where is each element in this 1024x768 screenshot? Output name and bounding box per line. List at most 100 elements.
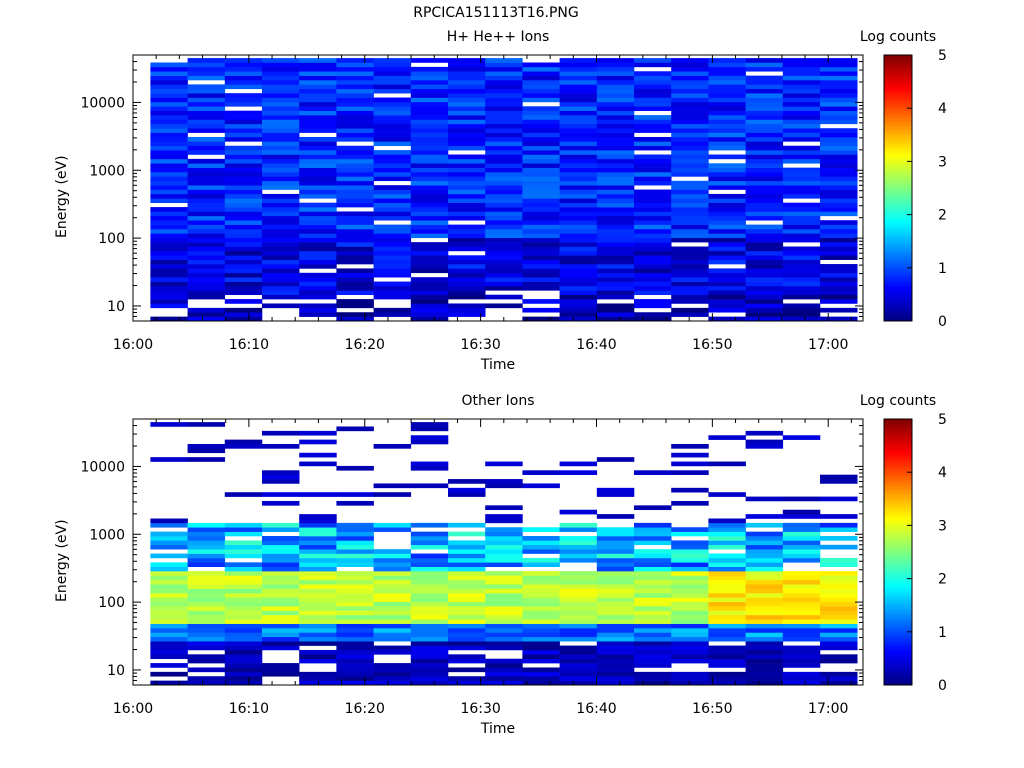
heatmap-cell [373,119,412,125]
heatmap-cell [187,636,226,642]
heatmap-cell [634,619,672,624]
heatmap-cell [820,255,858,260]
heatmap-cell [522,628,560,633]
heatmap-cell [522,676,560,681]
heatmap-cell [410,671,449,677]
heatmap-cell [150,649,188,655]
heatmap-cell [671,180,709,186]
colorbar-segment [884,245,912,249]
heatmap-cell [634,268,672,274]
colorbar-segment [884,125,912,129]
heatmap-cell [299,614,337,620]
heatmap-cell [150,80,188,85]
heatmap-cell [336,176,374,182]
heatmap-cell [150,562,188,567]
colorbar-segment [884,558,912,562]
heatmap-cell [187,215,226,221]
heatmap-cell [410,522,449,528]
heatmap-cell [708,237,746,243]
heatmap-cell [559,189,598,195]
heatmap-cell [410,268,449,274]
heatmap-cell [485,540,523,546]
heatmap-cell [820,80,858,85]
heatmap-cell [336,106,374,111]
heatmap-cell [150,84,188,90]
heatmap-cell [187,242,226,247]
heatmap-cell [336,101,374,107]
panel-title: Other Ions [461,393,535,409]
heatmap-cell [782,211,821,217]
heatmap-cell [782,571,821,576]
heatmap-cell [820,128,858,133]
heatmap-cell [447,566,486,572]
heatmap-cell [261,97,300,103]
heatmap-cell [522,636,560,642]
heatmap-cell [559,536,598,541]
heatmap-cell [745,237,784,243]
heatmap-cell [634,676,672,681]
heatmap-cell [299,145,337,151]
heatmap-cell [708,272,746,278]
heatmap-cell [559,610,598,616]
heatmap-cell [150,592,188,598]
heatmap-cell [447,193,486,199]
heatmap-cell [522,540,560,546]
heatmap-cell [522,106,560,111]
heatmap-cell [447,163,486,168]
heatmap-cell [634,623,672,629]
heatmap-cell [820,272,858,278]
heatmap-cell [299,610,337,616]
heatmap-cell [596,667,635,673]
colorbar-segment [884,114,912,118]
heatmap-cell [782,202,821,208]
heatmap-cell [782,303,821,309]
heatmap-cell [410,584,449,589]
heatmap-cell [559,136,598,142]
heatmap-cell [708,242,746,247]
colorbar-segment [884,287,912,291]
heatmap-cell [447,185,486,190]
heatmap-cell [150,614,188,620]
colorbar-segment [884,667,912,670]
heatmap-cell [634,285,672,291]
heatmap-cell [708,658,746,664]
heatmap-cell [522,246,560,252]
colorbar-segment [884,660,912,664]
heatmap-cell [745,158,784,164]
heatmap-cell [559,544,598,550]
colorbar-segment [884,662,912,666]
heatmap-cell [559,676,598,681]
heatmap-cell [559,106,598,111]
heatmap-cell [336,233,374,239]
y-tick-label: 100 [98,231,125,247]
heatmap-cell [224,71,263,76]
heatmap-cell [150,316,188,322]
heatmap-cell [596,193,635,199]
heatmap-cell [634,193,672,199]
panel-h-he-ions: H+ He++ Ions Log counts 10 100 1000 10000 16… [0,0,1024,373]
heatmap-cell [708,636,746,642]
colorbar-segment [884,427,912,431]
heatmap-cell [745,496,784,502]
heatmap-cell [522,623,560,629]
heatmap-cell [224,540,263,546]
heatmap-cell [224,649,263,655]
colorbar-segment [884,234,912,238]
heatmap-cell [708,119,746,125]
heatmap-cell [299,290,337,296]
heatmap-cell [410,228,449,234]
heatmap-cell [671,71,709,76]
heatmap-cell [820,150,858,155]
heatmap-cell [671,136,709,142]
colorbar-segment [884,501,912,504]
heatmap-cell [373,649,412,655]
heatmap-cell [522,654,560,660]
colorbar-segment [884,238,912,242]
heatmap-cell [150,228,188,234]
colorbar-segment [884,436,912,440]
heatmap-cell [559,584,598,589]
heatmap-cell [187,667,226,673]
heatmap-cell [634,106,672,111]
heatmap-cell [782,268,821,274]
heatmap-cell [150,189,188,195]
